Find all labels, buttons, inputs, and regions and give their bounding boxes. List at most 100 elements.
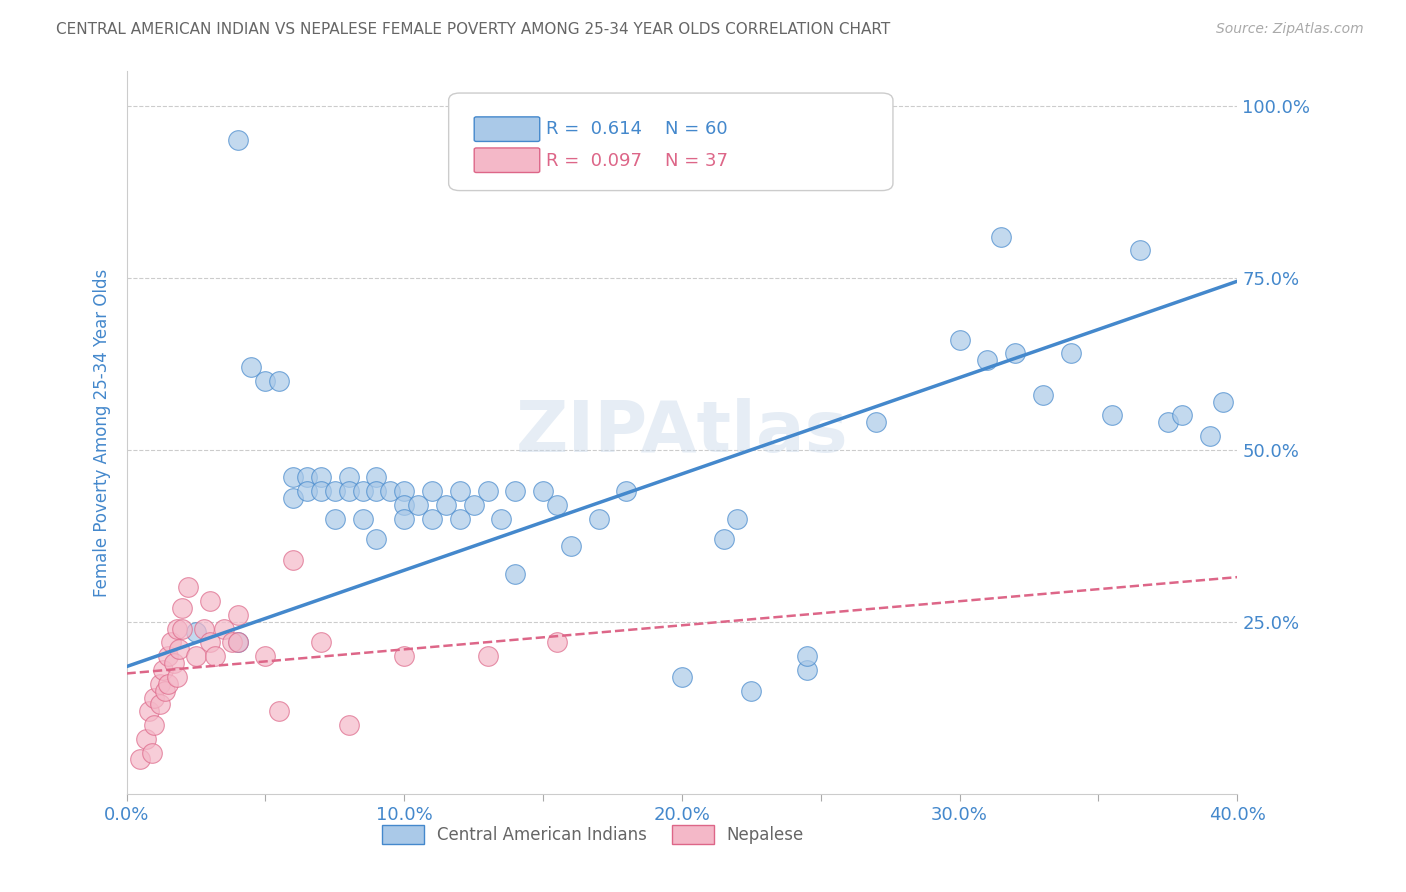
Point: [309, 635, 332, 649]
Text: R =  0.614    N = 60: R = 0.614 N = 60: [547, 120, 728, 138]
Point: [143, 718, 166, 732]
Point: [226, 635, 249, 649]
Point: [990, 229, 1012, 244]
Point: [163, 656, 186, 670]
Point: [281, 553, 304, 567]
Point: [352, 511, 374, 525]
Point: [135, 731, 157, 746]
Point: [491, 511, 513, 525]
Y-axis label: Female Poverty Among 25-34 Year Olds: Female Poverty Among 25-34 Year Olds: [93, 268, 111, 597]
Point: [503, 566, 526, 581]
Point: [143, 690, 166, 705]
Point: [240, 360, 263, 375]
Point: [546, 635, 568, 649]
Point: [281, 491, 304, 505]
Point: [212, 622, 235, 636]
Point: [281, 470, 304, 484]
Point: [337, 718, 360, 732]
Point: [176, 581, 198, 595]
Point: [204, 649, 226, 664]
Legend: Central American Indians, Nepalese: Central American Indians, Nepalese: [375, 818, 811, 851]
Point: [226, 635, 249, 649]
Point: [394, 649, 416, 664]
Point: [149, 698, 172, 712]
Point: [172, 622, 194, 636]
Point: [449, 511, 471, 525]
Point: [463, 498, 485, 512]
Point: [477, 649, 499, 664]
Point: [149, 677, 172, 691]
Point: [141, 746, 163, 760]
Point: [406, 498, 429, 512]
Point: [157, 677, 180, 691]
Point: [323, 511, 346, 525]
Point: [193, 622, 215, 636]
Point: [1129, 244, 1152, 258]
Point: [337, 470, 360, 484]
Point: [380, 484, 402, 499]
Point: [546, 498, 568, 512]
Point: [152, 663, 174, 677]
Point: [449, 484, 471, 499]
Point: [394, 498, 416, 512]
Point: [796, 663, 818, 677]
Point: [1060, 346, 1083, 360]
Text: ZIPAtlas: ZIPAtlas: [516, 398, 848, 467]
Point: [138, 704, 160, 718]
Point: [157, 649, 180, 664]
Point: [1032, 388, 1054, 402]
Point: [269, 704, 291, 718]
Point: [1004, 346, 1026, 360]
Point: [160, 635, 183, 649]
Point: [309, 484, 332, 499]
Point: [198, 594, 221, 608]
Point: [323, 484, 346, 499]
Text: R =  0.097    N = 37: R = 0.097 N = 37: [547, 153, 728, 170]
Point: [560, 539, 582, 553]
Point: [948, 333, 970, 347]
Point: [366, 470, 388, 484]
Point: [1212, 394, 1234, 409]
Point: [226, 133, 249, 147]
Point: [309, 470, 332, 484]
Point: [169, 642, 191, 657]
Point: [477, 484, 499, 499]
Point: [172, 601, 194, 615]
Point: [155, 683, 177, 698]
Point: [254, 649, 277, 664]
Point: [352, 484, 374, 499]
FancyBboxPatch shape: [449, 93, 893, 191]
Text: CENTRAL AMERICAN INDIAN VS NEPALESE FEMALE POVERTY AMONG 25-34 YEAR OLDS CORRELA: CENTRAL AMERICAN INDIAN VS NEPALESE FEMA…: [56, 22, 890, 37]
Point: [394, 511, 416, 525]
Point: [865, 415, 887, 429]
Point: [254, 374, 277, 388]
Point: [366, 484, 388, 499]
Point: [394, 484, 416, 499]
Point: [1170, 409, 1192, 423]
Point: [1101, 409, 1123, 423]
Point: [129, 752, 152, 766]
Point: [713, 533, 735, 547]
Point: [295, 470, 318, 484]
Point: [503, 484, 526, 499]
Point: [337, 484, 360, 499]
Point: [221, 635, 243, 649]
Point: [269, 374, 291, 388]
Point: [727, 511, 749, 525]
Point: [588, 511, 610, 525]
Point: [1157, 415, 1180, 429]
Point: [420, 511, 443, 525]
Point: [184, 649, 207, 664]
Point: [366, 533, 388, 547]
Point: [198, 635, 221, 649]
Text: Source: ZipAtlas.com: Source: ZipAtlas.com: [1216, 22, 1364, 37]
Point: [976, 353, 998, 368]
Point: [166, 622, 188, 636]
Point: [434, 498, 457, 512]
Point: [420, 484, 443, 499]
Point: [671, 670, 693, 684]
Point: [166, 670, 188, 684]
Point: [531, 484, 554, 499]
Point: [226, 607, 249, 622]
Point: [614, 484, 637, 499]
